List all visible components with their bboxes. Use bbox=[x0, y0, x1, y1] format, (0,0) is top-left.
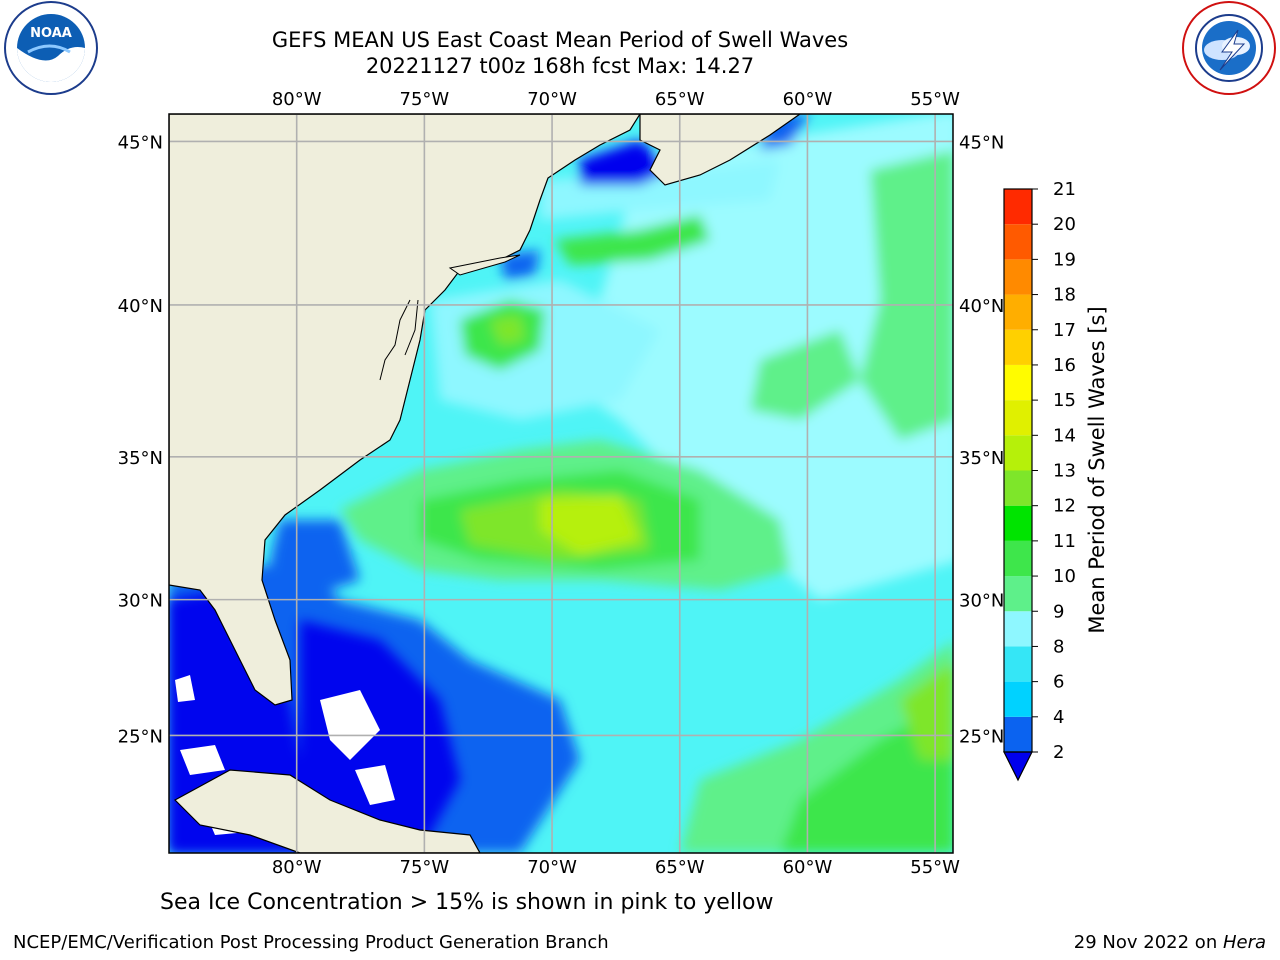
colorbar-tick-label: 19 bbox=[1053, 249, 1076, 270]
map-frame bbox=[168, 113, 954, 854]
lon-tick-bottom: 70°W bbox=[527, 857, 577, 878]
colorbar-tick-label: 17 bbox=[1053, 320, 1076, 341]
colorbar-segment bbox=[1004, 646, 1032, 682]
lat-tick-right: 25°N bbox=[959, 726, 1004, 747]
lat-tick-right: 35°N bbox=[959, 448, 1004, 469]
footer-datestamp: 29 Nov 2022 on Hera bbox=[1074, 932, 1266, 953]
colorbar-label: Mean Period of Swell Waves [s] bbox=[1085, 306, 1109, 634]
footer-credit: NCEP/EMC/Verification Post Processing Pr… bbox=[13, 932, 609, 953]
lon-tick-top: 80°W bbox=[272, 89, 322, 110]
footer-date: 29 Nov 2022 on bbox=[1073, 932, 1223, 953]
lon-tick-bottom: 80°W bbox=[272, 857, 322, 878]
colorbar-segment bbox=[1004, 505, 1032, 541]
colorbar: 2 4 6 8 9 10 11 12 13 14 15 16 17 18 19 20 21 bbox=[1003, 179, 1076, 782]
colorbar-segment bbox=[1004, 681, 1032, 717]
colorbar-segment bbox=[1004, 540, 1032, 577]
colorbar-tick-label: 8 bbox=[1053, 636, 1064, 657]
colorbar-segment bbox=[1004, 259, 1032, 295]
nws-logo-icon bbox=[1182, 1, 1276, 95]
lon-tick-bottom: 60°W bbox=[783, 857, 833, 878]
lon-tick-top: 55°W bbox=[910, 89, 960, 110]
colorbar-segment bbox=[1004, 224, 1032, 260]
colorbar-tick-label: 11 bbox=[1053, 531, 1076, 552]
colorbar-segment bbox=[1004, 470, 1032, 506]
lat-tick-right: 45°N bbox=[959, 132, 1004, 153]
lat-tick-right: 40°N bbox=[959, 296, 1004, 317]
chart-subtitle: 20221127 t00z 168h fcst Max: 14.27 bbox=[365, 54, 755, 78]
colorbar-tick-label: 20 bbox=[1053, 214, 1076, 235]
lon-tick-bottom: 55°W bbox=[910, 857, 960, 878]
colorbar-segment bbox=[1004, 716, 1032, 752]
lat-tick-left: 25°N bbox=[118, 726, 163, 747]
sea-ice-note: Sea Ice Concentration > 15% is shown in … bbox=[160, 890, 774, 915]
map-gridlines bbox=[169, 114, 953, 853]
lon-tick-top: 65°W bbox=[655, 89, 705, 110]
colorbar-tick-label: 14 bbox=[1053, 425, 1076, 446]
colorbar-segment bbox=[1004, 294, 1032, 330]
colorbar-tick-label: 16 bbox=[1053, 355, 1076, 376]
colorbar-tick-label: 2 bbox=[1053, 742, 1064, 763]
lat-tick-left: 30°N bbox=[118, 591, 163, 612]
lon-tick-top: 70°W bbox=[527, 89, 577, 110]
colorbar-segment bbox=[1004, 400, 1032, 436]
footer-machine: Hera bbox=[1222, 932, 1266, 953]
colorbar-tick-label: 9 bbox=[1053, 601, 1064, 622]
lat-tick-left: 40°N bbox=[118, 296, 163, 317]
colorbar-segment bbox=[1004, 576, 1032, 612]
lon-tick-bottom: 75°W bbox=[400, 857, 450, 878]
colorbar-segment bbox=[1004, 189, 1032, 225]
chart-title: GEFS MEAN US East Coast Mean Period of S… bbox=[271, 28, 849, 52]
lon-tick-top: 60°W bbox=[783, 89, 833, 110]
lat-tick-left: 35°N bbox=[118, 448, 163, 469]
colorbar-tick-label: 21 bbox=[1053, 179, 1076, 200]
colorbar-tick-label: 12 bbox=[1053, 496, 1076, 517]
colorbar-segment bbox=[1004, 435, 1032, 471]
lon-tick-bottom: 65°W bbox=[655, 857, 705, 878]
colorbar-segment bbox=[1004, 329, 1032, 365]
colorbar-segment bbox=[1004, 611, 1032, 647]
colorbar-tick-label: 15 bbox=[1053, 390, 1076, 411]
lat-tick-right: 30°N bbox=[959, 591, 1004, 612]
lon-tick-top: 75°W bbox=[400, 89, 450, 110]
colorbar-under-arrow bbox=[1003, 751, 1033, 782]
colorbar-tick-label: 10 bbox=[1053, 566, 1076, 587]
colorbar-tick-label: 13 bbox=[1053, 461, 1076, 482]
noaa-logo-text: NOAA bbox=[30, 26, 72, 41]
colorbar-segment bbox=[1004, 364, 1032, 401]
noaa-logo-icon: NOAA bbox=[4, 1, 98, 95]
colorbar-tick-label: 4 bbox=[1053, 707, 1064, 728]
colorbar-tick-label: 6 bbox=[1053, 672, 1064, 693]
lat-tick-left: 45°N bbox=[118, 132, 163, 153]
colorbar-tick-label: 18 bbox=[1053, 285, 1076, 306]
